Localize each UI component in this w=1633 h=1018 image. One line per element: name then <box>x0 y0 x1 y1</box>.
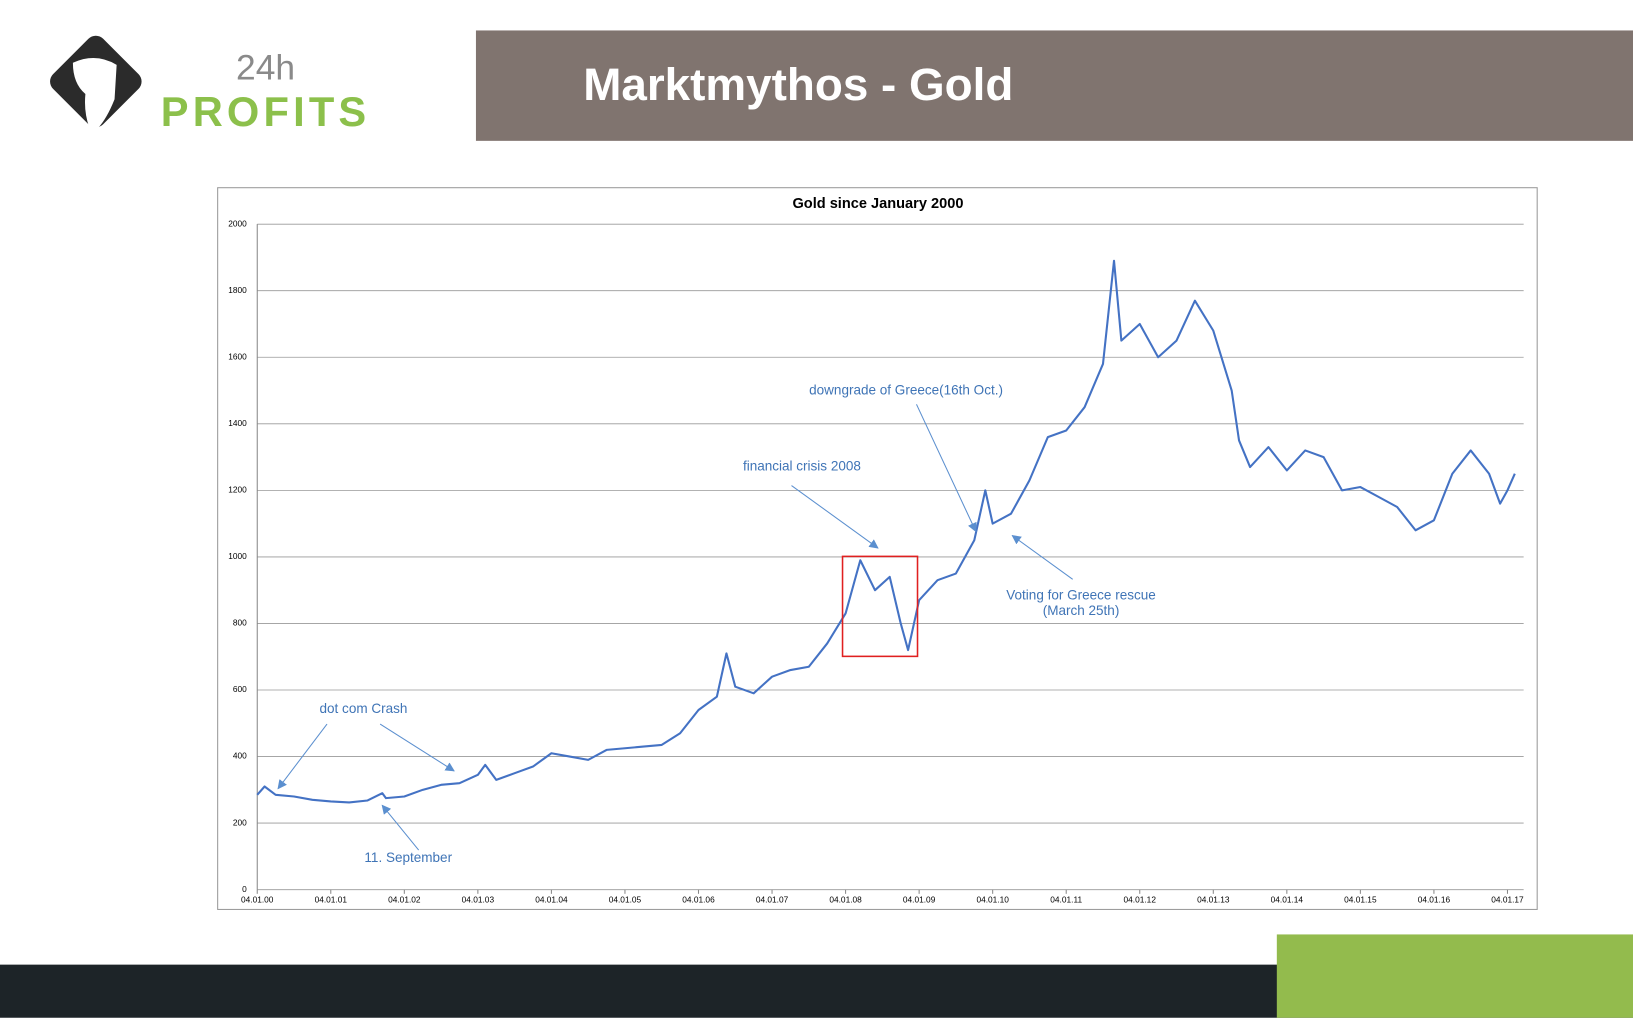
x-tick-label: 04.01.00 <box>241 894 274 904</box>
y-tick-label: 200 <box>233 817 247 827</box>
x-tick-label: 04.01.09 <box>903 894 936 904</box>
y-tick-label: 800 <box>233 618 247 628</box>
arrow <box>277 723 328 790</box>
x-tick-label: 04.01.12 <box>1124 894 1157 904</box>
annotation: downgrade of Greece(16th Oct.) <box>809 382 1003 397</box>
y-tick-label: 1600 <box>228 351 247 361</box>
x-tick-label: 04.01.15 <box>1344 894 1377 904</box>
highlight-box <box>841 555 919 658</box>
title-banner <box>475 30 1633 141</box>
arrow <box>791 485 879 549</box>
annotation: (March 25th) <box>1043 603 1120 618</box>
arrow <box>379 723 455 772</box>
x-tick-label: 04.01.08 <box>829 894 862 904</box>
y-tick-label: 600 <box>233 684 247 694</box>
y-tick-label: 2000 <box>228 218 247 228</box>
y-tick-label: 1200 <box>228 485 247 495</box>
arrow <box>1011 535 1074 580</box>
chart-title: Gold since January 2000 <box>792 196 963 212</box>
y-tick-label: 1800 <box>228 285 247 295</box>
x-tick-label: 04.01.14 <box>1271 894 1304 904</box>
x-tick-label: 04.01.05 <box>609 894 642 904</box>
y-tick-label: 1400 <box>228 418 247 428</box>
annotation: 11. September <box>364 850 452 865</box>
arrow <box>381 804 420 851</box>
annotation: dot com Crash <box>320 701 408 716</box>
logo: 24h PROFITS <box>50 35 371 135</box>
x-tick-label: 04.01.16 <box>1418 894 1451 904</box>
price-line <box>256 259 1516 804</box>
logo-bottom: PROFITS <box>161 88 371 135</box>
chart-frame <box>217 187 1538 910</box>
y-tick-label: 0 <box>242 884 247 894</box>
arrow <box>916 404 977 533</box>
x-tick-label: 04.01.07 <box>756 894 789 904</box>
x-tick-label: 04.01.04 <box>535 894 568 904</box>
footer-accent <box>1276 934 1633 1018</box>
y-tick-label: 400 <box>233 751 247 761</box>
annotation: financial crisis 2008 <box>743 458 861 473</box>
x-tick-label: 04.01.02 <box>388 894 421 904</box>
x-tick-label: 04.01.01 <box>315 894 348 904</box>
slide-title: Marktmythos - Gold <box>583 59 1013 110</box>
x-tick-label: 04.01.03 <box>462 894 495 904</box>
y-tick-label: 1000 <box>228 551 247 561</box>
logo-top: 24h <box>236 47 295 87</box>
x-tick-label: 04.01.13 <box>1197 894 1230 904</box>
x-tick-label: 04.01.11 <box>1050 894 1082 904</box>
x-tick-label: 04.01.06 <box>682 894 715 904</box>
x-tick-label: 04.01.17 <box>1491 894 1524 904</box>
logo-animal <box>72 58 117 134</box>
annotation: Voting for Greece rescue <box>1006 588 1156 603</box>
x-tick-label: 04.01.10 <box>976 894 1009 904</box>
